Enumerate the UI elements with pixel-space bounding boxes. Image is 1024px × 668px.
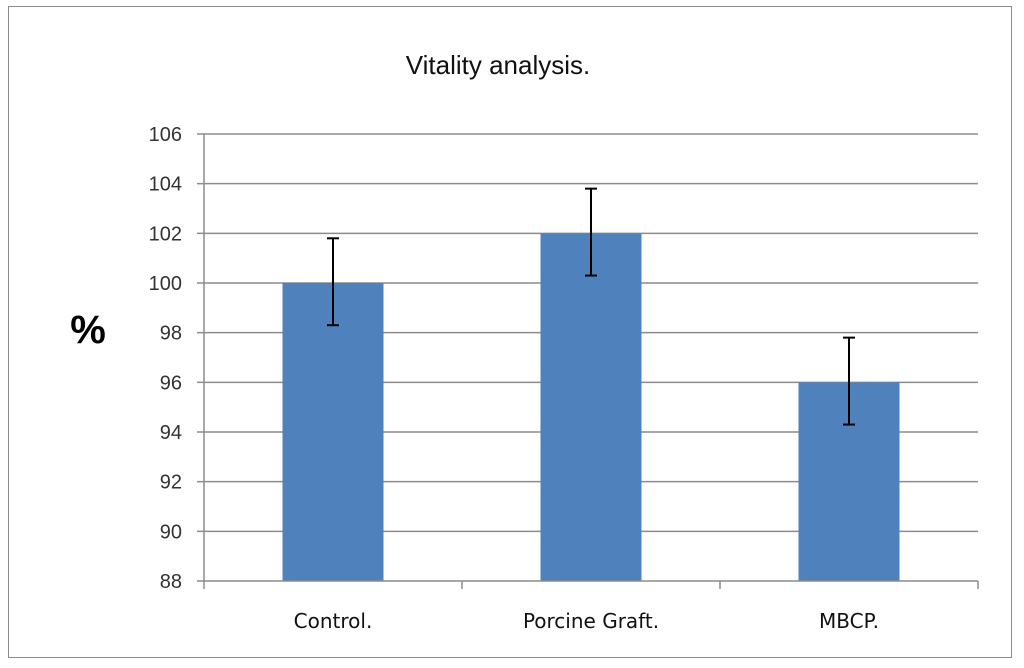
x-category-label: Porcine Graft. [523, 609, 659, 633]
bar-0 [282, 283, 384, 581]
x-axis-labels: Control. Porcine Graft. MBCP. [294, 609, 879, 633]
bar-1 [540, 233, 642, 582]
y-tick-label: 106 [149, 124, 182, 146]
y-tick-label: 88 [160, 571, 182, 593]
x-category-label: MBCP. [819, 609, 879, 633]
axes [203, 134, 979, 589]
chart-title: Vitality analysis. [406, 50, 591, 80]
y-tick-label: 92 [160, 472, 182, 494]
bars [282, 233, 900, 582]
y-tick-label: 100 [149, 273, 182, 295]
error-bars [327, 187, 855, 426]
y-tick-label: 90 [160, 521, 182, 543]
y-axis-ticks: 88 90 92 94 96 98 100 102 104 106 [149, 124, 204, 593]
y-tick-label: 94 [160, 422, 182, 444]
y-tick-label: 104 [149, 174, 182, 196]
x-category-label: Control. [294, 609, 373, 633]
y-tick-label: 102 [149, 223, 182, 245]
y-tick-label: 96 [160, 372, 182, 394]
y-axis-label: % [70, 308, 106, 352]
y-tick-label: 98 [160, 323, 182, 345]
